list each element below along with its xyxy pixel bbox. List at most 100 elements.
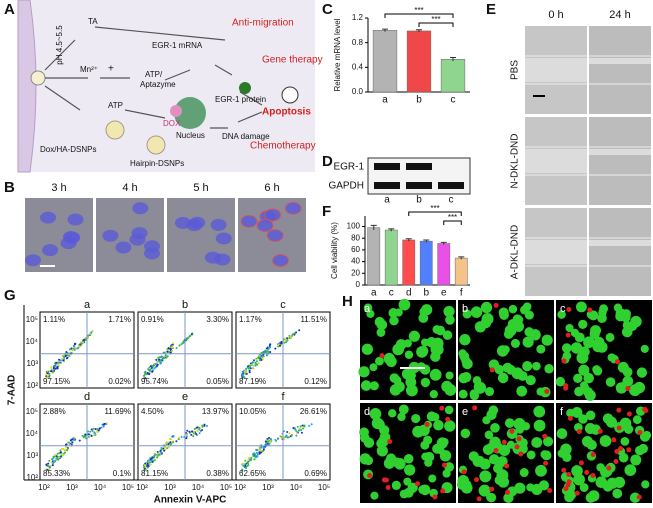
event <box>286 339 289 342</box>
dead-cell <box>381 477 387 483</box>
y-tick-label: 0.8 <box>352 38 364 47</box>
event <box>288 336 291 339</box>
event <box>280 340 283 343</box>
event <box>146 371 149 374</box>
event <box>254 453 257 456</box>
dead-cell <box>461 469 467 475</box>
event <box>45 373 48 376</box>
bracket <box>443 220 462 225</box>
live-cell <box>433 419 444 431</box>
dead-cell <box>385 485 391 491</box>
event <box>70 442 73 445</box>
quadrant <box>40 404 134 480</box>
protein-icon <box>239 82 251 94</box>
event <box>299 426 302 429</box>
event <box>153 363 156 366</box>
dead-cell <box>432 494 438 500</box>
quadrant <box>138 312 232 388</box>
live-cell <box>493 463 503 474</box>
event <box>97 429 100 432</box>
event <box>167 446 170 449</box>
nucleus-icon <box>174 97 206 129</box>
quadrant-value: 97.15% <box>43 377 70 386</box>
live-cell <box>622 375 634 387</box>
bar <box>406 30 432 93</box>
time-label: 5 h <box>193 182 208 194</box>
event <box>82 436 85 439</box>
live-cell <box>541 334 553 346</box>
panel-letter: D <box>322 153 333 170</box>
cell <box>210 218 227 231</box>
panel-letter: G <box>4 287 16 304</box>
event <box>63 356 66 359</box>
wound-image <box>589 117 651 205</box>
live-cell <box>490 422 500 433</box>
live-cell <box>585 410 596 421</box>
event <box>65 350 68 353</box>
label: EGR-1 protein <box>215 95 266 104</box>
dead-cell <box>505 489 511 495</box>
event <box>62 354 65 357</box>
event <box>98 427 101 430</box>
event <box>87 433 90 436</box>
panel-letter: F <box>322 203 331 220</box>
live-cell <box>557 310 566 319</box>
event <box>293 332 296 335</box>
live-cell <box>526 450 536 460</box>
event <box>198 428 201 431</box>
event <box>57 458 60 461</box>
gap <box>525 149 587 173</box>
event <box>96 429 99 432</box>
plot-label: c <box>280 299 286 311</box>
quadrant <box>236 404 330 480</box>
event <box>149 369 152 372</box>
y-tick-label: 10³ <box>26 451 38 460</box>
quadrant-value: 4.50% <box>141 407 164 416</box>
event <box>275 439 278 442</box>
event <box>251 361 254 364</box>
live-cell <box>460 428 471 439</box>
event <box>61 357 64 360</box>
event <box>280 436 283 439</box>
time-label: 0 h <box>548 9 563 21</box>
cell <box>189 216 206 229</box>
y-tick-label: 80 <box>351 233 360 242</box>
live-cell <box>584 389 596 401</box>
event <box>158 360 161 363</box>
event <box>63 449 66 452</box>
x-tick-label: 10⁴ <box>94 483 107 492</box>
quadrant <box>138 404 232 480</box>
event <box>72 344 75 347</box>
event <box>143 464 146 467</box>
live-cell <box>461 482 473 494</box>
event <box>177 436 180 439</box>
event <box>171 349 174 352</box>
event <box>94 428 97 431</box>
live-cell <box>461 371 472 383</box>
event <box>57 361 60 364</box>
event <box>147 465 150 468</box>
event <box>262 448 265 451</box>
dead-cell <box>489 367 495 373</box>
event <box>178 344 181 347</box>
live-cell <box>484 430 494 440</box>
plot-label: f <box>281 391 285 403</box>
event <box>198 426 201 429</box>
event <box>66 447 69 450</box>
live-cell <box>508 304 518 314</box>
event <box>72 437 75 440</box>
event <box>256 363 259 366</box>
event <box>159 356 162 359</box>
event <box>166 350 169 353</box>
event <box>46 464 49 467</box>
y-axis-label: 7-AAD <box>7 375 18 406</box>
nanoparticle <box>30 70 46 86</box>
event <box>277 437 280 440</box>
live-cell <box>405 376 417 388</box>
error-bar <box>388 228 395 232</box>
event <box>241 462 244 465</box>
group-label: N-DKL-DND <box>510 134 521 189</box>
dead-cell <box>566 307 572 313</box>
x-tick-label: 10³ <box>164 483 176 492</box>
plot-label: e <box>182 391 188 403</box>
